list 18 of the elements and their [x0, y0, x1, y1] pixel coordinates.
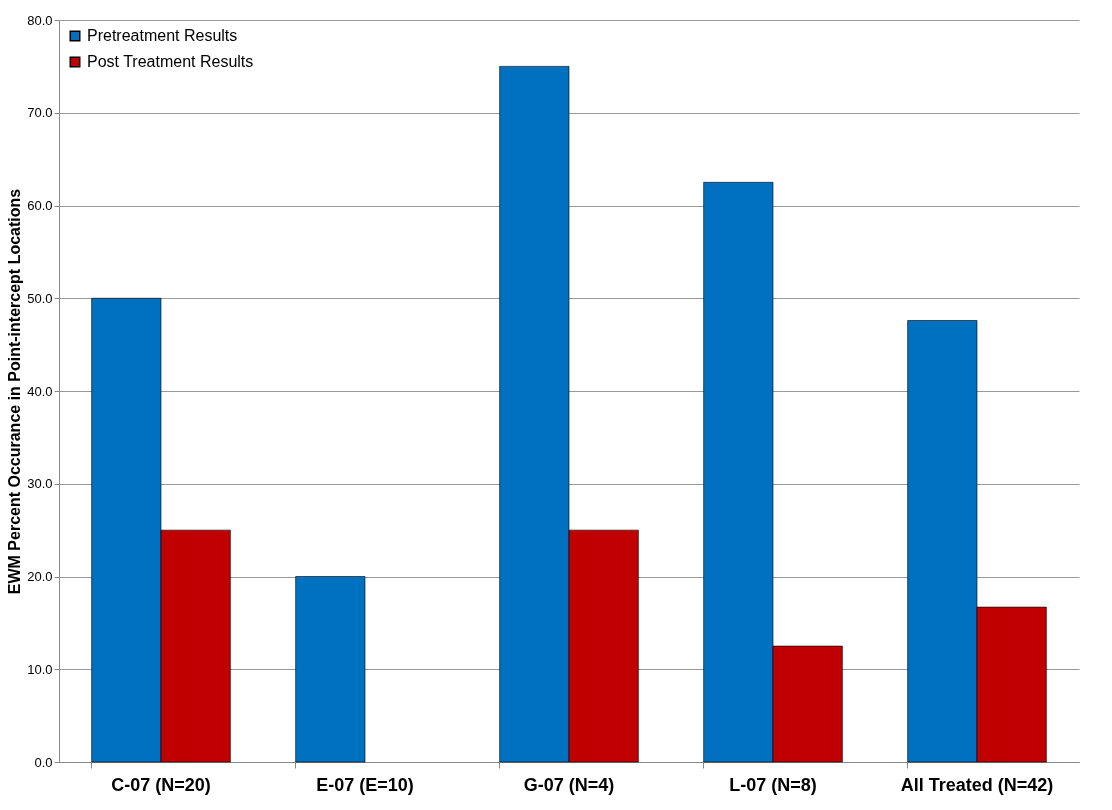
y-tick-label: 50.0 — [27, 290, 53, 306]
legend-label: Pretreatment Results — [87, 27, 238, 44]
x-tick-label: All Treated (N=42) — [900, 774, 1054, 795]
y-tick-label: 30.0 — [27, 476, 53, 492]
bar — [295, 576, 366, 763]
y-tick-label: 20.0 — [27, 569, 53, 584]
y-tick-label: 0.0 — [34, 754, 53, 770]
y-tick-label: 60.0 — [27, 198, 53, 213]
y-tick-label: 70.0 — [27, 105, 53, 121]
x-tick-label: G-07 (N=4) — [523, 774, 615, 795]
x-tick-label: E-07 (E=10) — [316, 774, 414, 795]
y-tick-label: 80.0 — [27, 12, 53, 28]
x-tick-label: C-07 (N=20) — [111, 774, 211, 795]
y-tick-label: 40.0 — [27, 383, 53, 399]
x-tick-label: L-07 (N=8) — [729, 774, 817, 795]
y-axis-title: EWM Percent Occurance in Point-intercept Locations — [6, 188, 24, 595]
legend-label: Post Treatment Results — [87, 53, 254, 70]
y-tick-label: 10.0 — [27, 661, 53, 677]
